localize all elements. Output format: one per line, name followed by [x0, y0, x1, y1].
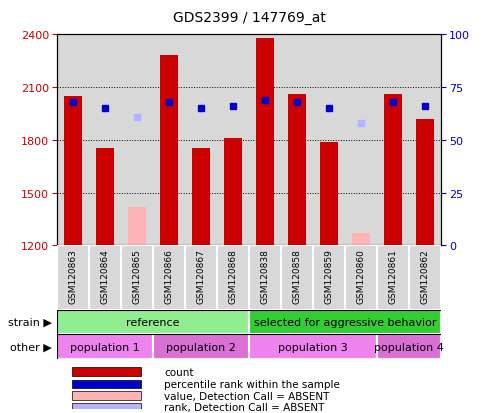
Text: GSM120838: GSM120838	[260, 249, 270, 304]
Bar	[352, 233, 370, 246]
Bar	[249, 246, 281, 310]
Bar	[417, 119, 434, 246]
Text: GSM120868: GSM120868	[228, 249, 238, 304]
Bar	[72, 368, 141, 376]
Bar	[72, 391, 141, 400]
Text: selected for aggressive behavior: selected for aggressive behavior	[254, 317, 436, 327]
Text: GSM120860: GSM120860	[356, 249, 366, 304]
Bar	[72, 403, 141, 411]
Text: other ▶: other ▶	[10, 342, 52, 352]
Bar	[160, 56, 177, 246]
Text: value, Detection Call = ABSENT: value, Detection Call = ABSENT	[164, 391, 330, 401]
Text: GSM120866: GSM120866	[164, 249, 174, 304]
Bar	[224, 139, 242, 246]
Bar	[249, 335, 377, 359]
Bar	[57, 246, 89, 310]
Bar	[57, 335, 153, 359]
Bar	[249, 310, 441, 335]
Text: percentile rank within the sample: percentile rank within the sample	[164, 379, 340, 389]
Text: rank, Detection Call = ABSENT: rank, Detection Call = ABSENT	[164, 402, 325, 412]
Text: strain ▶: strain ▶	[8, 317, 52, 327]
Bar	[256, 39, 274, 246]
Text: GSM120867: GSM120867	[196, 249, 206, 304]
Bar	[57, 310, 249, 335]
Bar	[185, 246, 217, 310]
Bar	[121, 246, 153, 310]
Text: GSM120862: GSM120862	[421, 249, 430, 304]
Bar	[217, 246, 249, 310]
Text: GSM120863: GSM120863	[68, 249, 77, 304]
Bar	[64, 97, 81, 246]
Text: GSM120861: GSM120861	[388, 249, 398, 304]
Bar	[385, 95, 402, 246]
Text: population 3: population 3	[278, 342, 348, 352]
Bar	[72, 380, 141, 389]
Bar	[288, 95, 306, 246]
Bar	[313, 246, 345, 310]
Text: GSM120859: GSM120859	[324, 249, 334, 304]
Bar	[377, 246, 409, 310]
Bar	[128, 207, 145, 246]
Bar	[192, 148, 210, 246]
Text: GSM120864: GSM120864	[100, 249, 109, 304]
Text: population 2: population 2	[166, 342, 236, 352]
Text: population 1: population 1	[70, 342, 140, 352]
Bar	[153, 246, 185, 310]
Text: GSM120858: GSM120858	[292, 249, 302, 304]
Bar	[281, 246, 313, 310]
Bar	[96, 148, 113, 246]
Bar	[345, 246, 377, 310]
Bar	[377, 335, 441, 359]
Bar	[409, 246, 441, 310]
Text: population 4: population 4	[374, 342, 444, 352]
Text: count: count	[164, 367, 194, 377]
Text: GSM120865: GSM120865	[132, 249, 141, 304]
Bar	[320, 142, 338, 246]
Text: GDS2399 / 147769_at: GDS2399 / 147769_at	[173, 11, 325, 25]
Bar	[89, 246, 121, 310]
Text: reference: reference	[126, 317, 179, 327]
Bar	[153, 335, 249, 359]
